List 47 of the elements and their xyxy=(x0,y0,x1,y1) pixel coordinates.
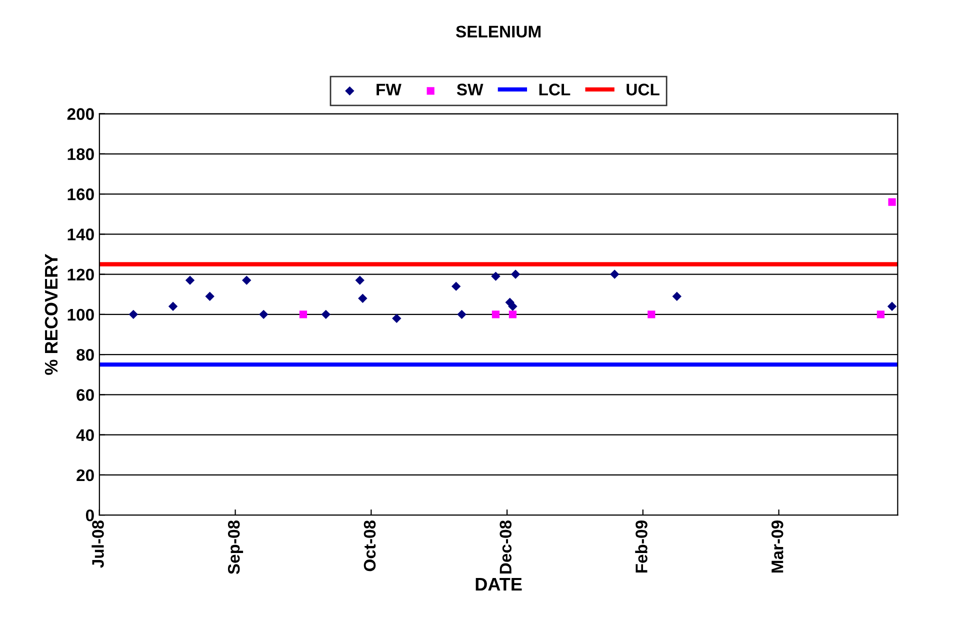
point xyxy=(355,276,364,285)
legend-label: FW xyxy=(376,84,402,96)
point xyxy=(185,276,195,285)
chart-title: SELENIUM xyxy=(456,26,540,38)
x-tick-label: Jul-08 xyxy=(92,520,104,568)
y-tick-label: 200 xyxy=(67,108,94,120)
point xyxy=(610,270,620,279)
point xyxy=(205,292,214,301)
point xyxy=(259,310,268,320)
point xyxy=(876,310,885,318)
x-tick-label: Dec-08 xyxy=(500,520,512,574)
point xyxy=(648,310,656,318)
point xyxy=(888,198,896,206)
point xyxy=(457,310,466,320)
point xyxy=(451,282,461,291)
y-tick-label: 20 xyxy=(76,469,94,482)
point xyxy=(128,310,138,320)
point xyxy=(168,302,178,311)
x-tick-label: Feb-09 xyxy=(635,520,648,573)
point xyxy=(510,270,520,279)
y-tick-label: 80 xyxy=(76,348,94,361)
point xyxy=(887,302,897,311)
point xyxy=(392,314,402,324)
point xyxy=(321,310,330,320)
y-tick-label: 100 xyxy=(68,308,94,321)
legend-label: UCL xyxy=(626,84,660,96)
y-tick-label: 180 xyxy=(68,148,94,160)
y-tick-label: 160 xyxy=(68,188,94,200)
legend-label: SW xyxy=(456,84,484,96)
point xyxy=(299,310,308,318)
x-tick-label: Sep-08 xyxy=(228,520,244,574)
x-tick-label: Mar-09 xyxy=(771,520,784,573)
y-tick-label: 0 xyxy=(86,509,94,522)
y-tick-label: 40 xyxy=(76,429,94,442)
point xyxy=(491,272,500,281)
point xyxy=(492,310,500,318)
point xyxy=(672,292,682,301)
y-axis-title: % RECOVERY xyxy=(44,254,58,375)
y-tick-label: 120 xyxy=(68,268,94,280)
x-tick-label: Oct-08 xyxy=(364,520,376,572)
point xyxy=(508,310,517,318)
y-tick-label: 60 xyxy=(76,389,94,401)
point xyxy=(358,294,368,303)
point xyxy=(242,276,252,285)
y-tick-label: 140 xyxy=(68,228,94,240)
legend-label: LCL xyxy=(539,84,570,96)
x-axis-title: DATE xyxy=(476,578,522,590)
